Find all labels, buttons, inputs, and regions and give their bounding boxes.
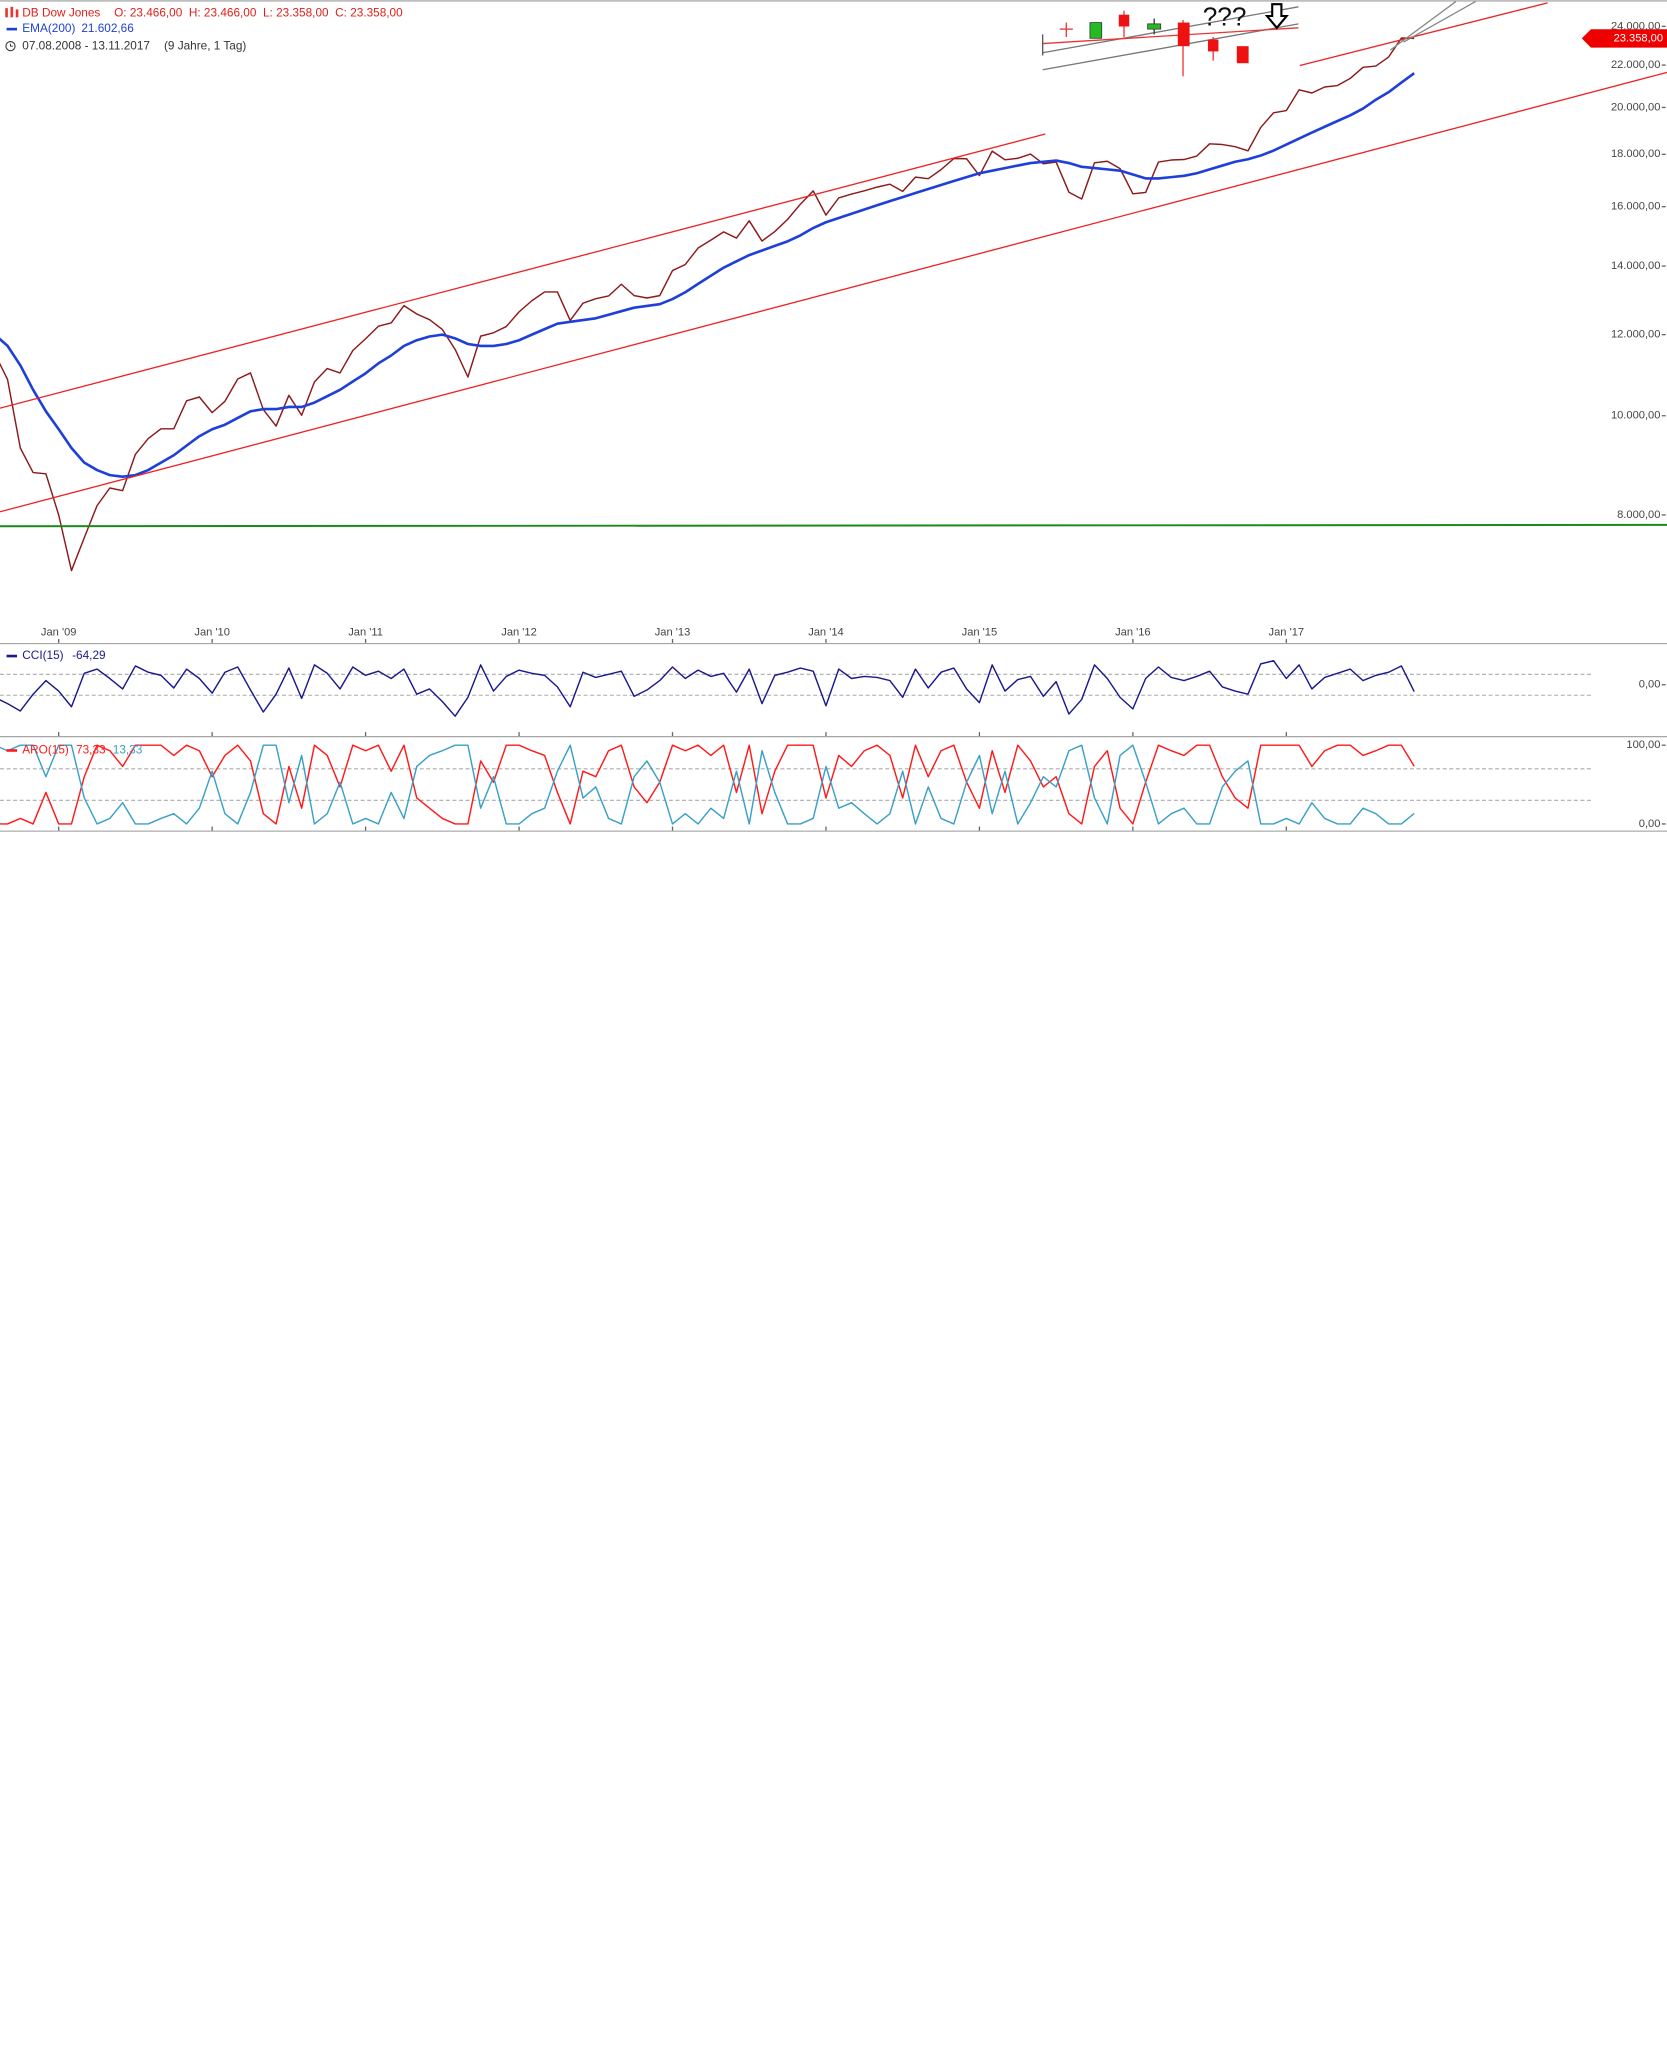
x-tick-label: Jan '14 bbox=[808, 626, 844, 638]
legend-swatch bbox=[6, 654, 18, 658]
y-tick-label: 0,00 bbox=[1639, 679, 1661, 691]
support-line bbox=[0, 523, 1667, 528]
y-tick-label: 18.000,00 bbox=[1611, 148, 1661, 160]
legend-label: EMA(200) bbox=[22, 21, 75, 35]
legend: DB Dow Jones O: 23.466,00 H: 23.466,00 L… bbox=[5, 5, 403, 757]
trendline bbox=[1389, 1, 1457, 51]
ohlc: O: 23.466,00 H: 23.466,00 L: 23.358,00 C… bbox=[114, 5, 403, 19]
y-tick-label: 100,00 bbox=[1626, 739, 1660, 751]
y-tick-label: 24.000,00 bbox=[1611, 20, 1661, 32]
candle bbox=[1118, 14, 1130, 27]
price-tag-label: 23.358,00 bbox=[1614, 32, 1664, 44]
y-tick-label: 14.000,00 bbox=[1611, 260, 1661, 272]
legend-value: -64,29 bbox=[72, 648, 105, 662]
arrow bbox=[1264, 3, 1289, 30]
y-tick-label: 20.000,00 bbox=[1611, 101, 1661, 113]
trendlines bbox=[0, 1, 1667, 528]
legend-label: CCI(15) bbox=[22, 648, 63, 662]
chart: 8.000,00 10.000,00 12.000,00 14.000,00 16.00… bbox=[0, 0, 1667, 832]
legend-icon bbox=[10, 6, 14, 18]
inset: ??? bbox=[1042, 2, 1300, 77]
span: (9 Jahre, 1 Tag) bbox=[164, 38, 246, 52]
clock-icon bbox=[10, 43, 14, 47]
legend-value: 13,33 bbox=[113, 743, 143, 757]
legend-label: ARO(15) bbox=[22, 743, 69, 757]
y-tick-label: 0,00 bbox=[1639, 818, 1661, 830]
clock-icon bbox=[5, 41, 16, 52]
price-tag bbox=[1581, 29, 1667, 48]
annotation: ??? bbox=[1203, 2, 1247, 32]
series-line bbox=[0, 37, 1415, 572]
x-tick-label: Jan '13 bbox=[655, 626, 691, 638]
y-tick-label: 10.000,00 bbox=[1611, 410, 1661, 422]
y-tick-label: 16.000,00 bbox=[1611, 201, 1661, 213]
trendline bbox=[0, 133, 1046, 409]
trendline bbox=[1298, 2, 1548, 67]
inset-line bbox=[1042, 23, 1299, 71]
candle bbox=[1207, 39, 1219, 52]
legend-icon bbox=[15, 9, 19, 18]
legend-value: 73,33 bbox=[76, 743, 106, 757]
period: 07.08.2008 - 13.11.2017 bbox=[22, 38, 150, 52]
x-tick-label: Jan '11 bbox=[348, 626, 383, 638]
x-tick-label: Jan '15 bbox=[962, 626, 998, 638]
trendline bbox=[0, 71, 1667, 513]
legend-value: 21.602,66 bbox=[81, 21, 134, 35]
y-tick-label: 12.000,00 bbox=[1611, 329, 1661, 341]
x-tick-label: Jan '12 bbox=[501, 626, 537, 638]
x-tick-label: Jan '16 bbox=[1115, 626, 1151, 638]
candle bbox=[1147, 23, 1162, 30]
series-line bbox=[0, 660, 1415, 717]
candle bbox=[1177, 22, 1190, 47]
trendline bbox=[1403, 1, 1476, 43]
marks: 8.000,00 10.000,00 12.000,00 14.000,00 16.00… bbox=[0, 20, 1667, 831]
series-line bbox=[0, 744, 1415, 825]
y-tick-label: 8.000,00 bbox=[1617, 509, 1660, 521]
legend-swatch bbox=[6, 27, 18, 31]
inset-line bbox=[1042, 6, 1299, 54]
pane-borders bbox=[0, 0, 1667, 832]
legend-icon bbox=[5, 8, 8, 18]
candle bbox=[1236, 46, 1249, 64]
candle bbox=[1089, 22, 1103, 39]
x-tick-label: Jan '09 bbox=[41, 626, 77, 638]
x-tick-label: Jan '17 bbox=[1269, 626, 1305, 638]
inset-line bbox=[1042, 27, 1299, 45]
legend-swatch bbox=[6, 749, 18, 752]
series-line bbox=[0, 72, 1415, 478]
y-tick-label: 22.000,00 bbox=[1611, 59, 1661, 71]
legend-title: DB Dow Jones bbox=[22, 5, 100, 19]
series-line bbox=[0, 744, 1415, 825]
x-tick-label: Jan '10 bbox=[194, 626, 230, 638]
